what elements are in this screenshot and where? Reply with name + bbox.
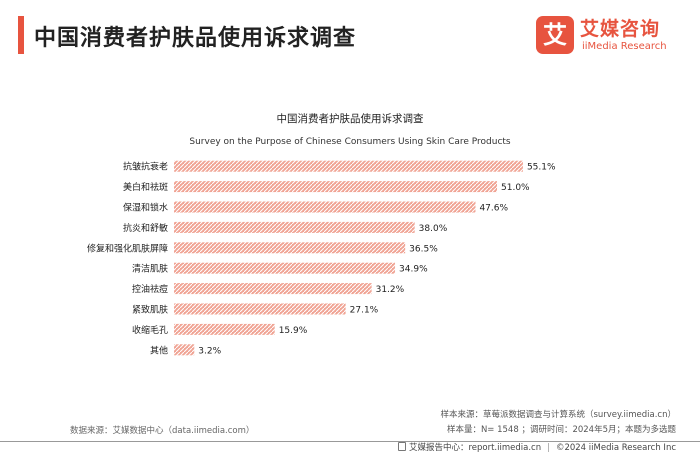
value-label: 51.0% <box>501 183 530 193</box>
value-label: 36.5% <box>409 244 438 254</box>
category-label: 清洁肌肤 <box>132 263 168 275</box>
chart-title: 中国消费者护肤品使用诉求调查 <box>277 112 424 125</box>
bar-chart: 中国消费者护肤品使用诉求调查 Survey on the Purpose of … <box>0 100 700 370</box>
category-label: 紧致肌肤 <box>132 304 168 316</box>
bar <box>174 344 195 356</box>
sample-size-note: 样本量：N= 1548 ；调研时间：2024年5月；本题为多选题 <box>446 425 676 435</box>
page-title: 中国消费者护肤品使用诉求调查 <box>34 26 357 51</box>
value-label: 55.1% <box>527 163 556 173</box>
sample-info: 样本来源：草莓派数据调查与计算系统（survey.iimedia.cn） 样本量… <box>440 408 676 438</box>
value-label: 3.2% <box>198 346 221 356</box>
bar <box>174 221 415 233</box>
category-label: 其他 <box>150 344 168 356</box>
bar-chart-svg: 中国消费者护肤品使用诉求调查 Survey on the Purpose of … <box>87 112 556 356</box>
report-center-link[interactable]: 艾媒报告中心：report.iimedia.cn <box>408 443 542 453</box>
bar <box>174 160 523 172</box>
footer-divider <box>0 441 700 442</box>
value-label: 34.9% <box>399 265 428 275</box>
logo-english-name: iiMedia Research <box>582 41 667 52</box>
bar <box>174 283 372 295</box>
footer-separator: | <box>547 443 550 453</box>
category-label: 美白和祛斑 <box>123 181 168 193</box>
category-label: 修复和强化肌肤屏障 <box>87 242 168 254</box>
copyright-text: ©2024 iiMedia Research Inc <box>555 443 676 453</box>
value-label: 27.1% <box>350 306 379 316</box>
value-label: 47.6% <box>479 204 508 214</box>
title-accent-bar <box>18 16 24 54</box>
bar <box>174 181 497 193</box>
footer-bar: 艾媒报告中心：report.iimedia.cn | ©2024 iiMedia R… <box>397 441 676 455</box>
category-label: 保湿和锁水 <box>123 202 168 214</box>
category-label: 抗皱抗衰老 <box>123 161 168 173</box>
sample-source-note: 样本来源：草莓派数据调查与计算系统（survey.iimedia.cn） <box>440 410 676 420</box>
value-label: 31.2% <box>376 285 405 295</box>
bar <box>174 323 275 335</box>
bar <box>174 242 406 254</box>
chart-subtitle: Survey on the Purpose of Chinese Consume… <box>189 137 511 147</box>
value-label: 15.9% <box>279 326 308 336</box>
iimedia-logo: 艾 艾媒咨询 iiMedia Research <box>536 14 686 60</box>
value-label: 38.0% <box>419 224 448 234</box>
report-icon <box>397 442 406 451</box>
category-label: 收缩毛孔 <box>132 324 168 336</box>
bar <box>174 262 396 274</box>
logo-chinese-name: 艾媒咨询 <box>580 18 661 40</box>
logo-badge: 艾 <box>536 16 574 54</box>
bar <box>174 303 346 315</box>
data-source-note: 数据来源：艾媒数据中心（data.iimedia.com） <box>70 426 255 436</box>
category-label: 抗炎和舒敏 <box>123 222 168 234</box>
bars-layer: 抗皱抗衰老 55.1% 美白和祛斑 51.0% 保湿和锁水 47.6% 抗炎和舒敏 38.0%… <box>87 160 556 356</box>
category-label: 控油祛痘 <box>132 283 168 295</box>
bar <box>174 201 476 213</box>
